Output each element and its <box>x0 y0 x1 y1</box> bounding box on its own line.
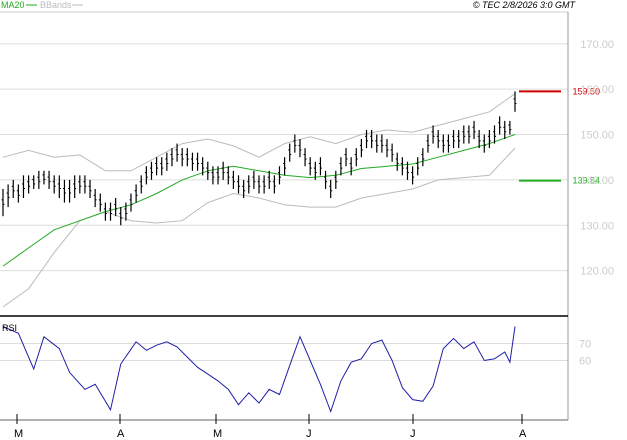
rsi-panel-label: RSI <box>2 323 17 333</box>
price-tick-label: 130.00 <box>580 220 614 232</box>
bband-upper-line <box>2 93 516 172</box>
panel-frames <box>0 11 569 421</box>
month-label: J <box>410 428 416 440</box>
ohlc-bars <box>1 91 517 226</box>
price-marker-label: 139.84 <box>572 176 600 186</box>
month-label: J <box>306 428 312 440</box>
month-label: M <box>213 428 222 440</box>
price-tick-label: 170.00 <box>580 39 614 51</box>
month-label: M <box>14 428 23 440</box>
month-label: A <box>117 428 125 440</box>
month-label: A <box>519 428 527 440</box>
ma20-line <box>2 134 516 267</box>
price-marker-label: 159.50 <box>572 86 600 96</box>
legend-ma20-label: MA20 <box>1 0 25 10</box>
legend-bbands-label: BBands <box>40 0 72 10</box>
price-axis-labels: 170.00 160.00 150.00 140.00 130.00 120.00 <box>580 39 614 278</box>
price-tick-label: 140.00 <box>580 175 614 187</box>
chart-source-stamp: © TEC 2/8/2026 3:0 GMT <box>473 0 577 10</box>
gridlines <box>0 43 568 361</box>
rsi-tick-label: 70 <box>579 339 591 351</box>
rsi-tick-label: 60 <box>579 356 591 368</box>
rsi-line <box>2 326 516 413</box>
price-tick-label: 120.00 <box>580 266 614 278</box>
price-tick-label: 150.00 <box>580 130 614 142</box>
price-tick-label: 160.00 <box>580 84 614 96</box>
price-markers: 159.50 139.84 <box>519 86 600 186</box>
